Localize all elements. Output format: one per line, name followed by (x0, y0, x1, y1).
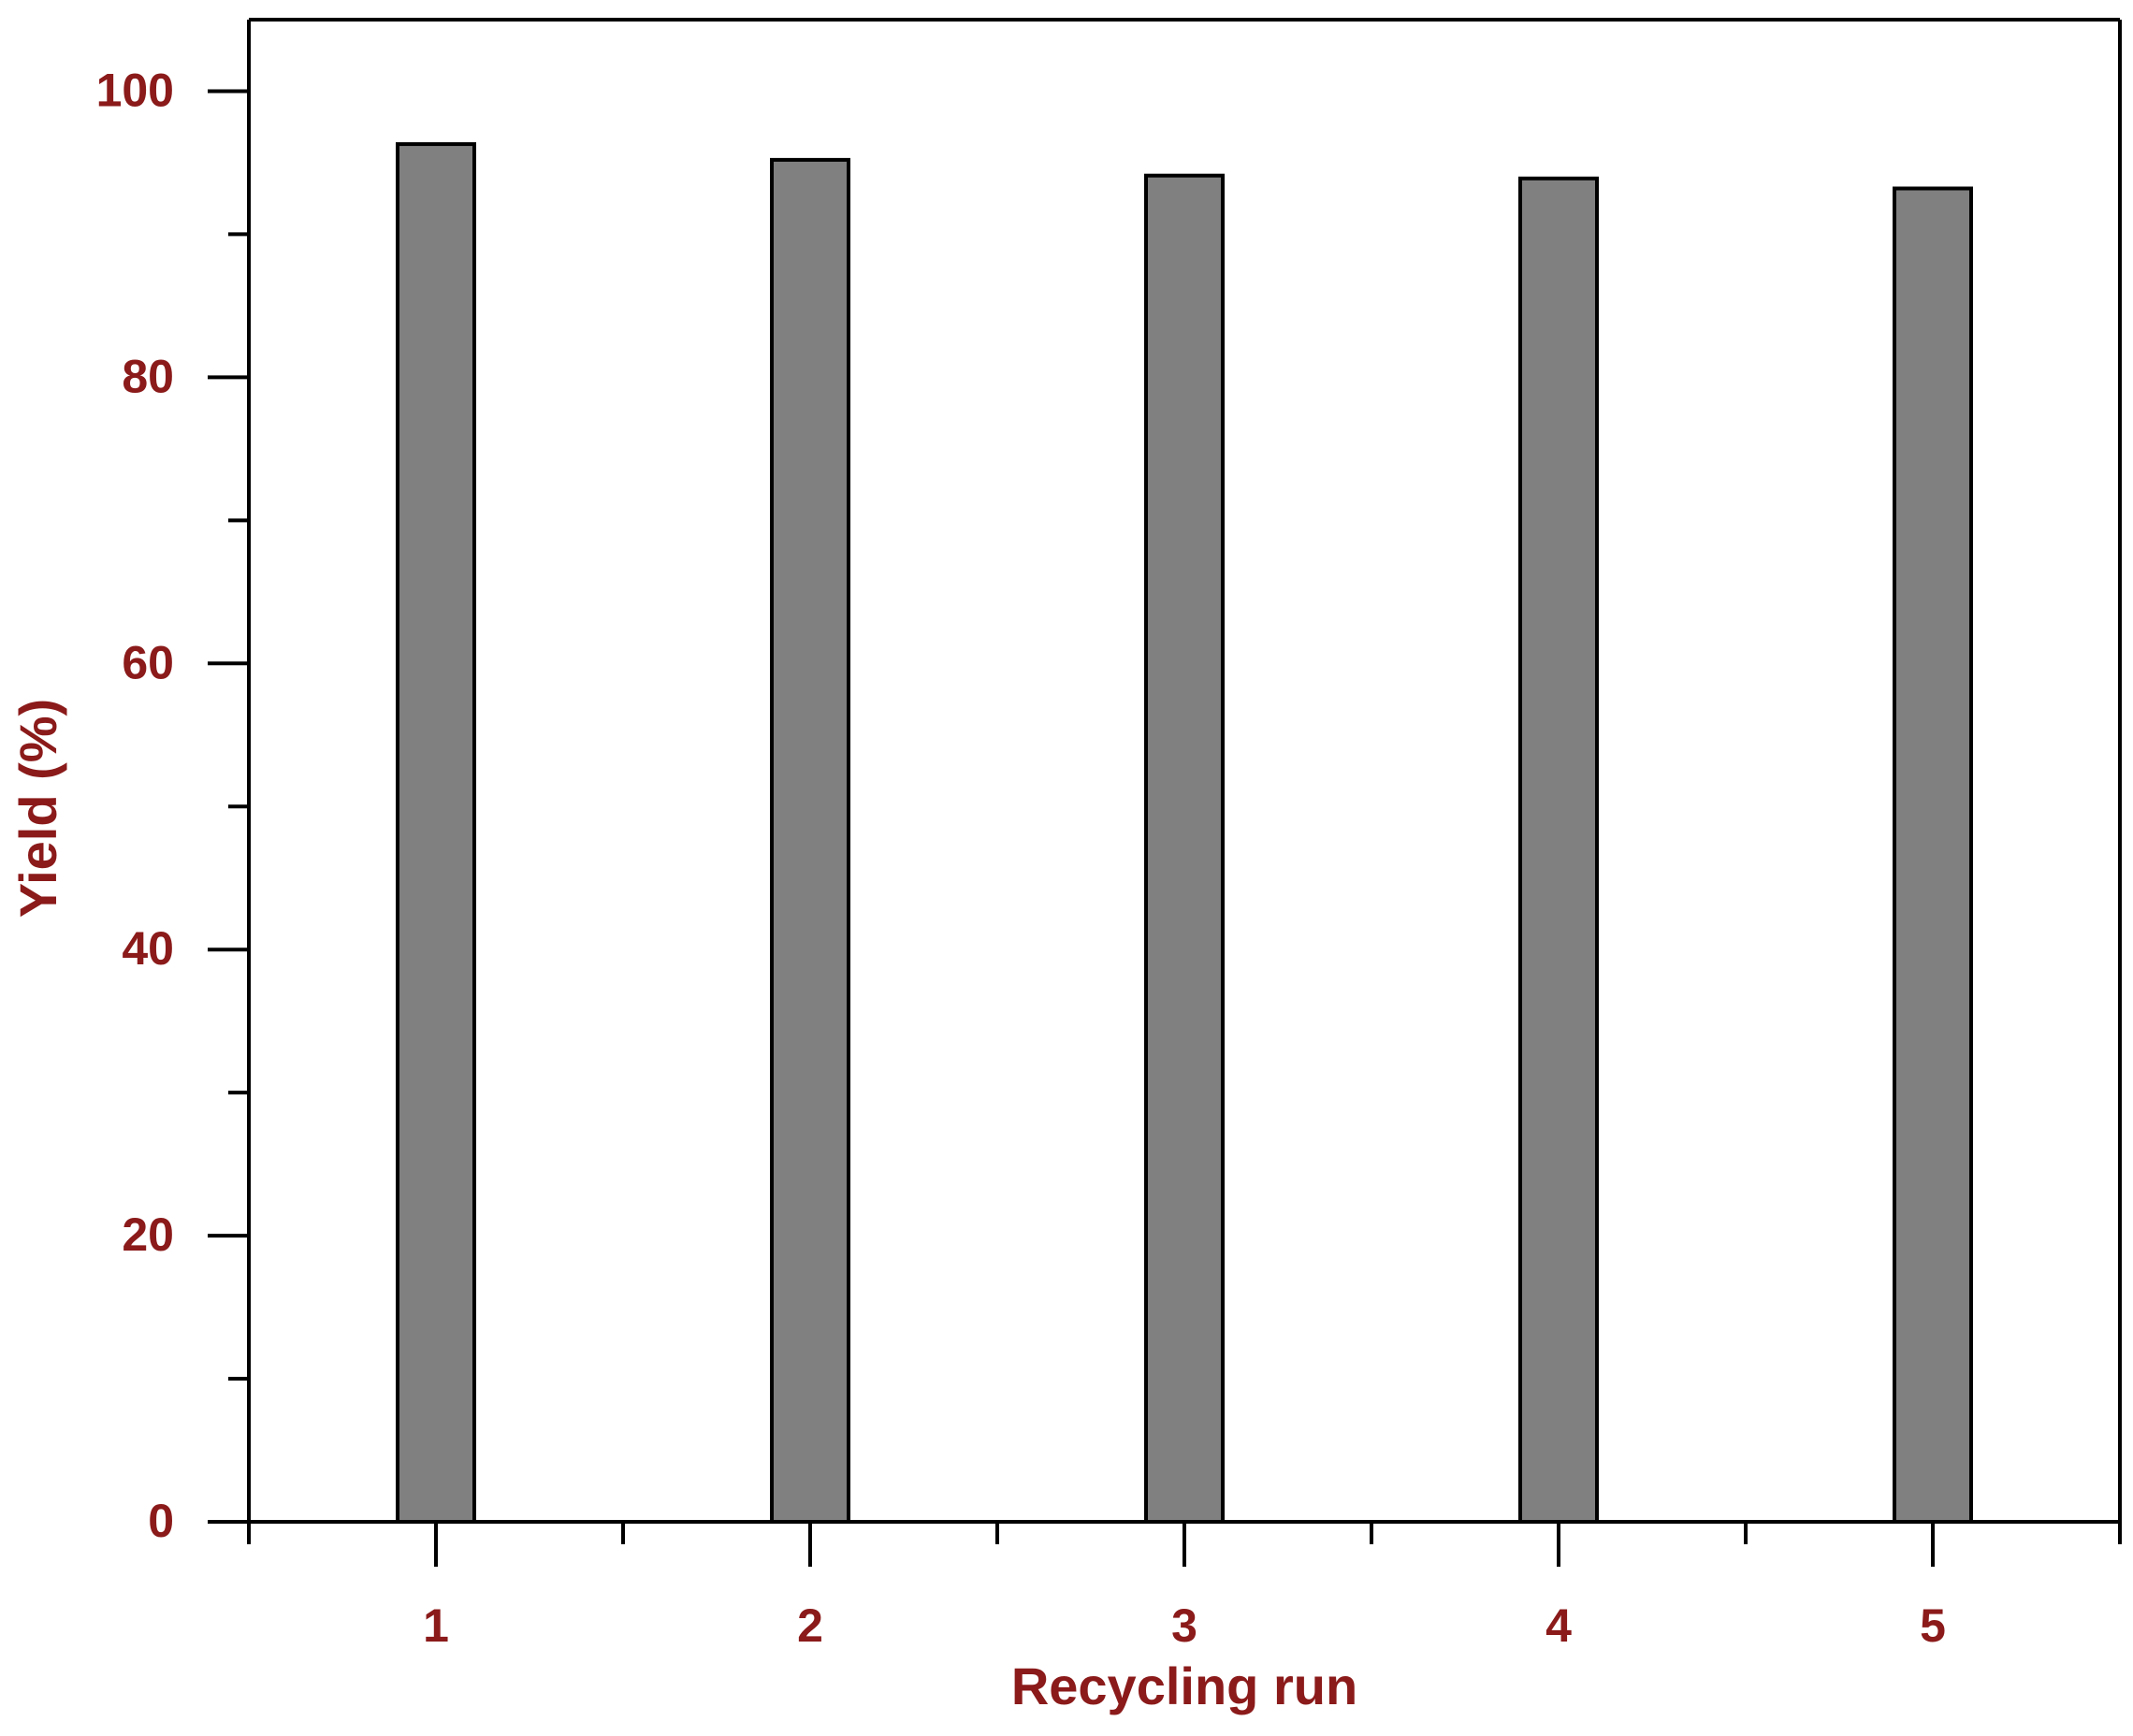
bar-run-1 (396, 142, 476, 1524)
y-tick-label: 60 (122, 636, 174, 688)
x-tick-label: 4 (1545, 1599, 1572, 1652)
x-tick-label: 5 (1920, 1599, 1946, 1652)
y-tick-label: 100 (96, 64, 174, 116)
y-tick-label: 80 (122, 350, 174, 402)
x-tick-label: 2 (797, 1599, 823, 1652)
bar-run-4 (1518, 176, 1599, 1525)
bar-run-5 (1893, 186, 1973, 1525)
y-tick-label: 40 (122, 922, 174, 975)
bar-run-3 (1144, 173, 1225, 1524)
labels-layer: Recycling run Yield (%) 0 20 40 60 80 100 1 2 3 4… (8, 64, 1946, 1715)
x-axis-title: Recycling run (1011, 1656, 1357, 1715)
x-tick-label: 1 (423, 1599, 449, 1652)
bars-layer (396, 142, 1973, 1525)
axes-layer (208, 18, 2122, 1567)
y-axis-title: Yield (%) (8, 699, 67, 918)
x-tick-label: 3 (1171, 1599, 1197, 1652)
bar-run-2 (770, 157, 850, 1525)
y-tick-label: 20 (122, 1208, 174, 1261)
y-tick-label: 0 (148, 1495, 174, 1547)
